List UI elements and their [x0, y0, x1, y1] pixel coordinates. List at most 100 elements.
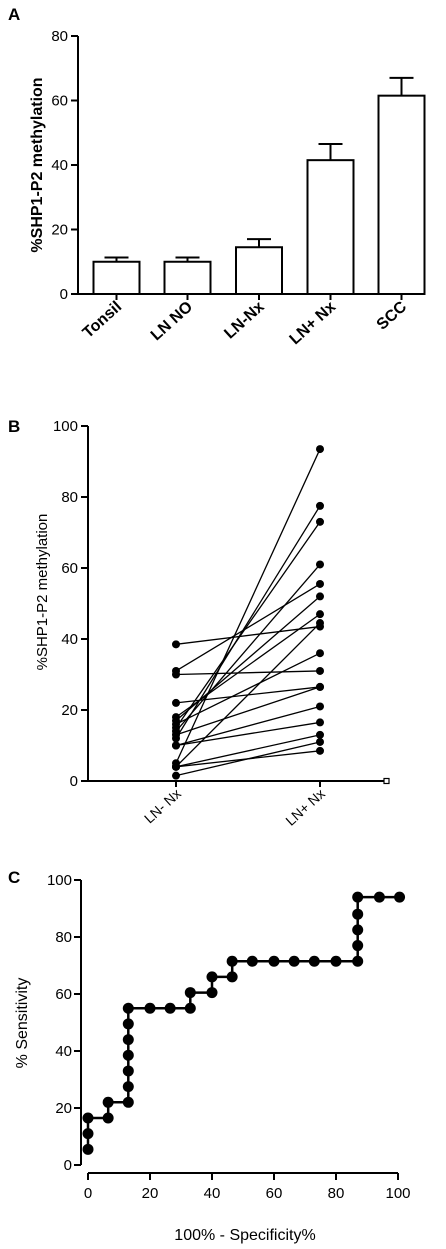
- panel-c-point: [206, 971, 218, 983]
- panel-b-pair-line: [175, 583, 321, 672]
- panel-c-y-tick-label: 40: [55, 1043, 72, 1060]
- panel-b-point-ln-plus: [316, 682, 324, 691]
- panel-c-point: [122, 1096, 134, 1108]
- panel-b-pair-line: [175, 448, 321, 764]
- panel-b-point-ln-plus: [316, 649, 324, 658]
- panel-c-curve: [86, 895, 400, 1150]
- panel-c-point: [226, 971, 238, 983]
- panel-c-point: [308, 955, 320, 967]
- panel-b-pair-line: [175, 705, 321, 747]
- panel-a-category-label: LN-Nx: [221, 298, 267, 342]
- panel-a-category-label: Tonsil: [80, 298, 126, 341]
- panel-b-point-ln-plus: [316, 560, 324, 569]
- panel-c-point: [288, 955, 300, 967]
- panel-b-y-tick-label: 40: [61, 631, 78, 648]
- panel-b-category-labels: LN- Nx LN+ Nx: [141, 785, 328, 828]
- panel-c-point: [246, 955, 258, 967]
- panel-b-pair-line: [175, 741, 321, 777]
- panel-b-point-ln-plus: [316, 445, 324, 454]
- panel-c-y-axis-title: % Sensitivity: [14, 978, 31, 1069]
- panel-a-category-label: LN NO: [148, 298, 196, 344]
- panel-c-x-tick-label: 0: [84, 1185, 92, 1202]
- panel-b-point-ln-plus: [316, 501, 324, 510]
- panel-b-pair-line: [175, 521, 321, 729]
- panel-a-category-labels: Tonsil LN NO LN-Nx LN+ Nx SCC: [80, 298, 411, 348]
- panel-c-y-tick-label: 100: [47, 872, 72, 889]
- panel-c-point: [206, 987, 218, 999]
- panel-c-point: [82, 1112, 94, 1124]
- panel-a-y-tick-label: 80: [51, 28, 68, 45]
- panel-c-point: [352, 955, 364, 967]
- panel-c-y-tick-label: 80: [55, 929, 72, 946]
- panel-c-y-tick-label: 60: [55, 986, 72, 1003]
- panel-c-point: [352, 940, 364, 952]
- panel-b-point-ln-plus: [316, 737, 324, 746]
- panel-c-point: [82, 1128, 94, 1140]
- panel-c-x-axis-title: 100% - Specificity%: [174, 1227, 315, 1244]
- panel-b-pair-line: [175, 564, 321, 732]
- panel-c-point: [226, 955, 238, 967]
- panel-c-x-tick-label: 60: [266, 1185, 283, 1202]
- panel-a-bar: [163, 260, 212, 295]
- panel-a-y-tick-label: 20: [51, 222, 68, 239]
- panel-b-point-ln-plus: [316, 610, 324, 619]
- panel-b-y-tick-label: 80: [61, 489, 78, 506]
- panel-c-point: [164, 1002, 176, 1014]
- panel-c-point: [394, 891, 406, 903]
- panel-a-category-label: SCC: [374, 298, 411, 334]
- panel-a-category-label: LN+ Nx: [286, 298, 339, 348]
- panel-c-point: [184, 1002, 196, 1014]
- panel-b-point-ln-minus: [172, 640, 180, 649]
- panel-c-points: [82, 891, 406, 1155]
- panel-b-point-ln-minus: [172, 734, 180, 743]
- panel-c-x-tick-label: 80: [328, 1185, 345, 1202]
- panel-a-y-axis-title: %SHP1-P2 methylation: [29, 77, 46, 252]
- panel-c-point: [144, 1002, 156, 1014]
- panel-c-y-tick-label: 20: [55, 1100, 72, 1117]
- panel-b-point-ln-plus: [316, 619, 324, 628]
- panel-b-pair-line: [175, 734, 321, 768]
- panel-c-roc-curve: C % Sensitivity 100% - Specificity% 0 20 4…: [8, 868, 411, 1244]
- panel-b-pair-line: [175, 670, 321, 676]
- panel-b-pair-line: [175, 622, 321, 768]
- panel-b-points: [172, 445, 324, 780]
- panel-b-point-ln-plus: [316, 718, 324, 727]
- panel-c-label: C: [8, 868, 20, 887]
- panel-b-point-ln-minus: [172, 698, 180, 707]
- panel-a-y-tick-label: 0: [60, 286, 68, 303]
- panel-b-y-tick-label: 100: [53, 418, 78, 435]
- panel-c-x-tick-label: 100: [385, 1185, 410, 1202]
- panel-b-axes: 0 20 40 60 80 100: [53, 418, 390, 790]
- panel-c-point: [82, 1143, 94, 1155]
- panel-b-pair-line: [175, 721, 321, 747]
- panel-c-point: [373, 891, 385, 903]
- panel-b-point-ln-minus: [172, 741, 180, 750]
- panel-b-point-ln-plus: [316, 579, 324, 588]
- panel-c-x-tick-label: 20: [142, 1185, 159, 1202]
- panel-c-point: [330, 955, 342, 967]
- panel-a-bar: [377, 94, 426, 295]
- panel-b-point-ln-plus: [316, 517, 324, 526]
- panel-c-point: [268, 955, 280, 967]
- panel-b-pair-lines: [175, 448, 321, 777]
- panel-b-label: B: [8, 417, 20, 436]
- panel-c-step-line: [86, 895, 400, 1150]
- panel-b-pair-line: [175, 505, 321, 739]
- panel-b-point-ln-plus: [316, 592, 324, 601]
- panel-a-bars: [92, 76, 426, 296]
- panel-b-y-tick-label: 0: [70, 773, 78, 790]
- panel-b-category-label: LN- Nx: [141, 785, 184, 826]
- panel-b-paired-plot: B %SHP1-P2 methylation 0 20 40 60 80 100 LN- …: [8, 417, 390, 829]
- panel-c-point: [352, 924, 364, 936]
- panel-b-point-ln-plus: [316, 746, 324, 755]
- panel-b-pair-line: [175, 625, 321, 645]
- panel-b-y-tick-label: 60: [61, 560, 78, 577]
- panel-c-point: [122, 1034, 134, 1046]
- panel-c-point: [122, 1018, 134, 1030]
- panel-c-y-tick-label: 0: [64, 1157, 72, 1174]
- panel-a-y-tick-label: 60: [51, 93, 68, 110]
- panel-c-point: [122, 1081, 134, 1093]
- panel-c-point: [184, 987, 196, 999]
- panel-c-axes: 0 20 40 60 80 100 0 20 40 60 80 100: [47, 872, 411, 1202]
- panel-b-point-ln-minus: [172, 771, 180, 780]
